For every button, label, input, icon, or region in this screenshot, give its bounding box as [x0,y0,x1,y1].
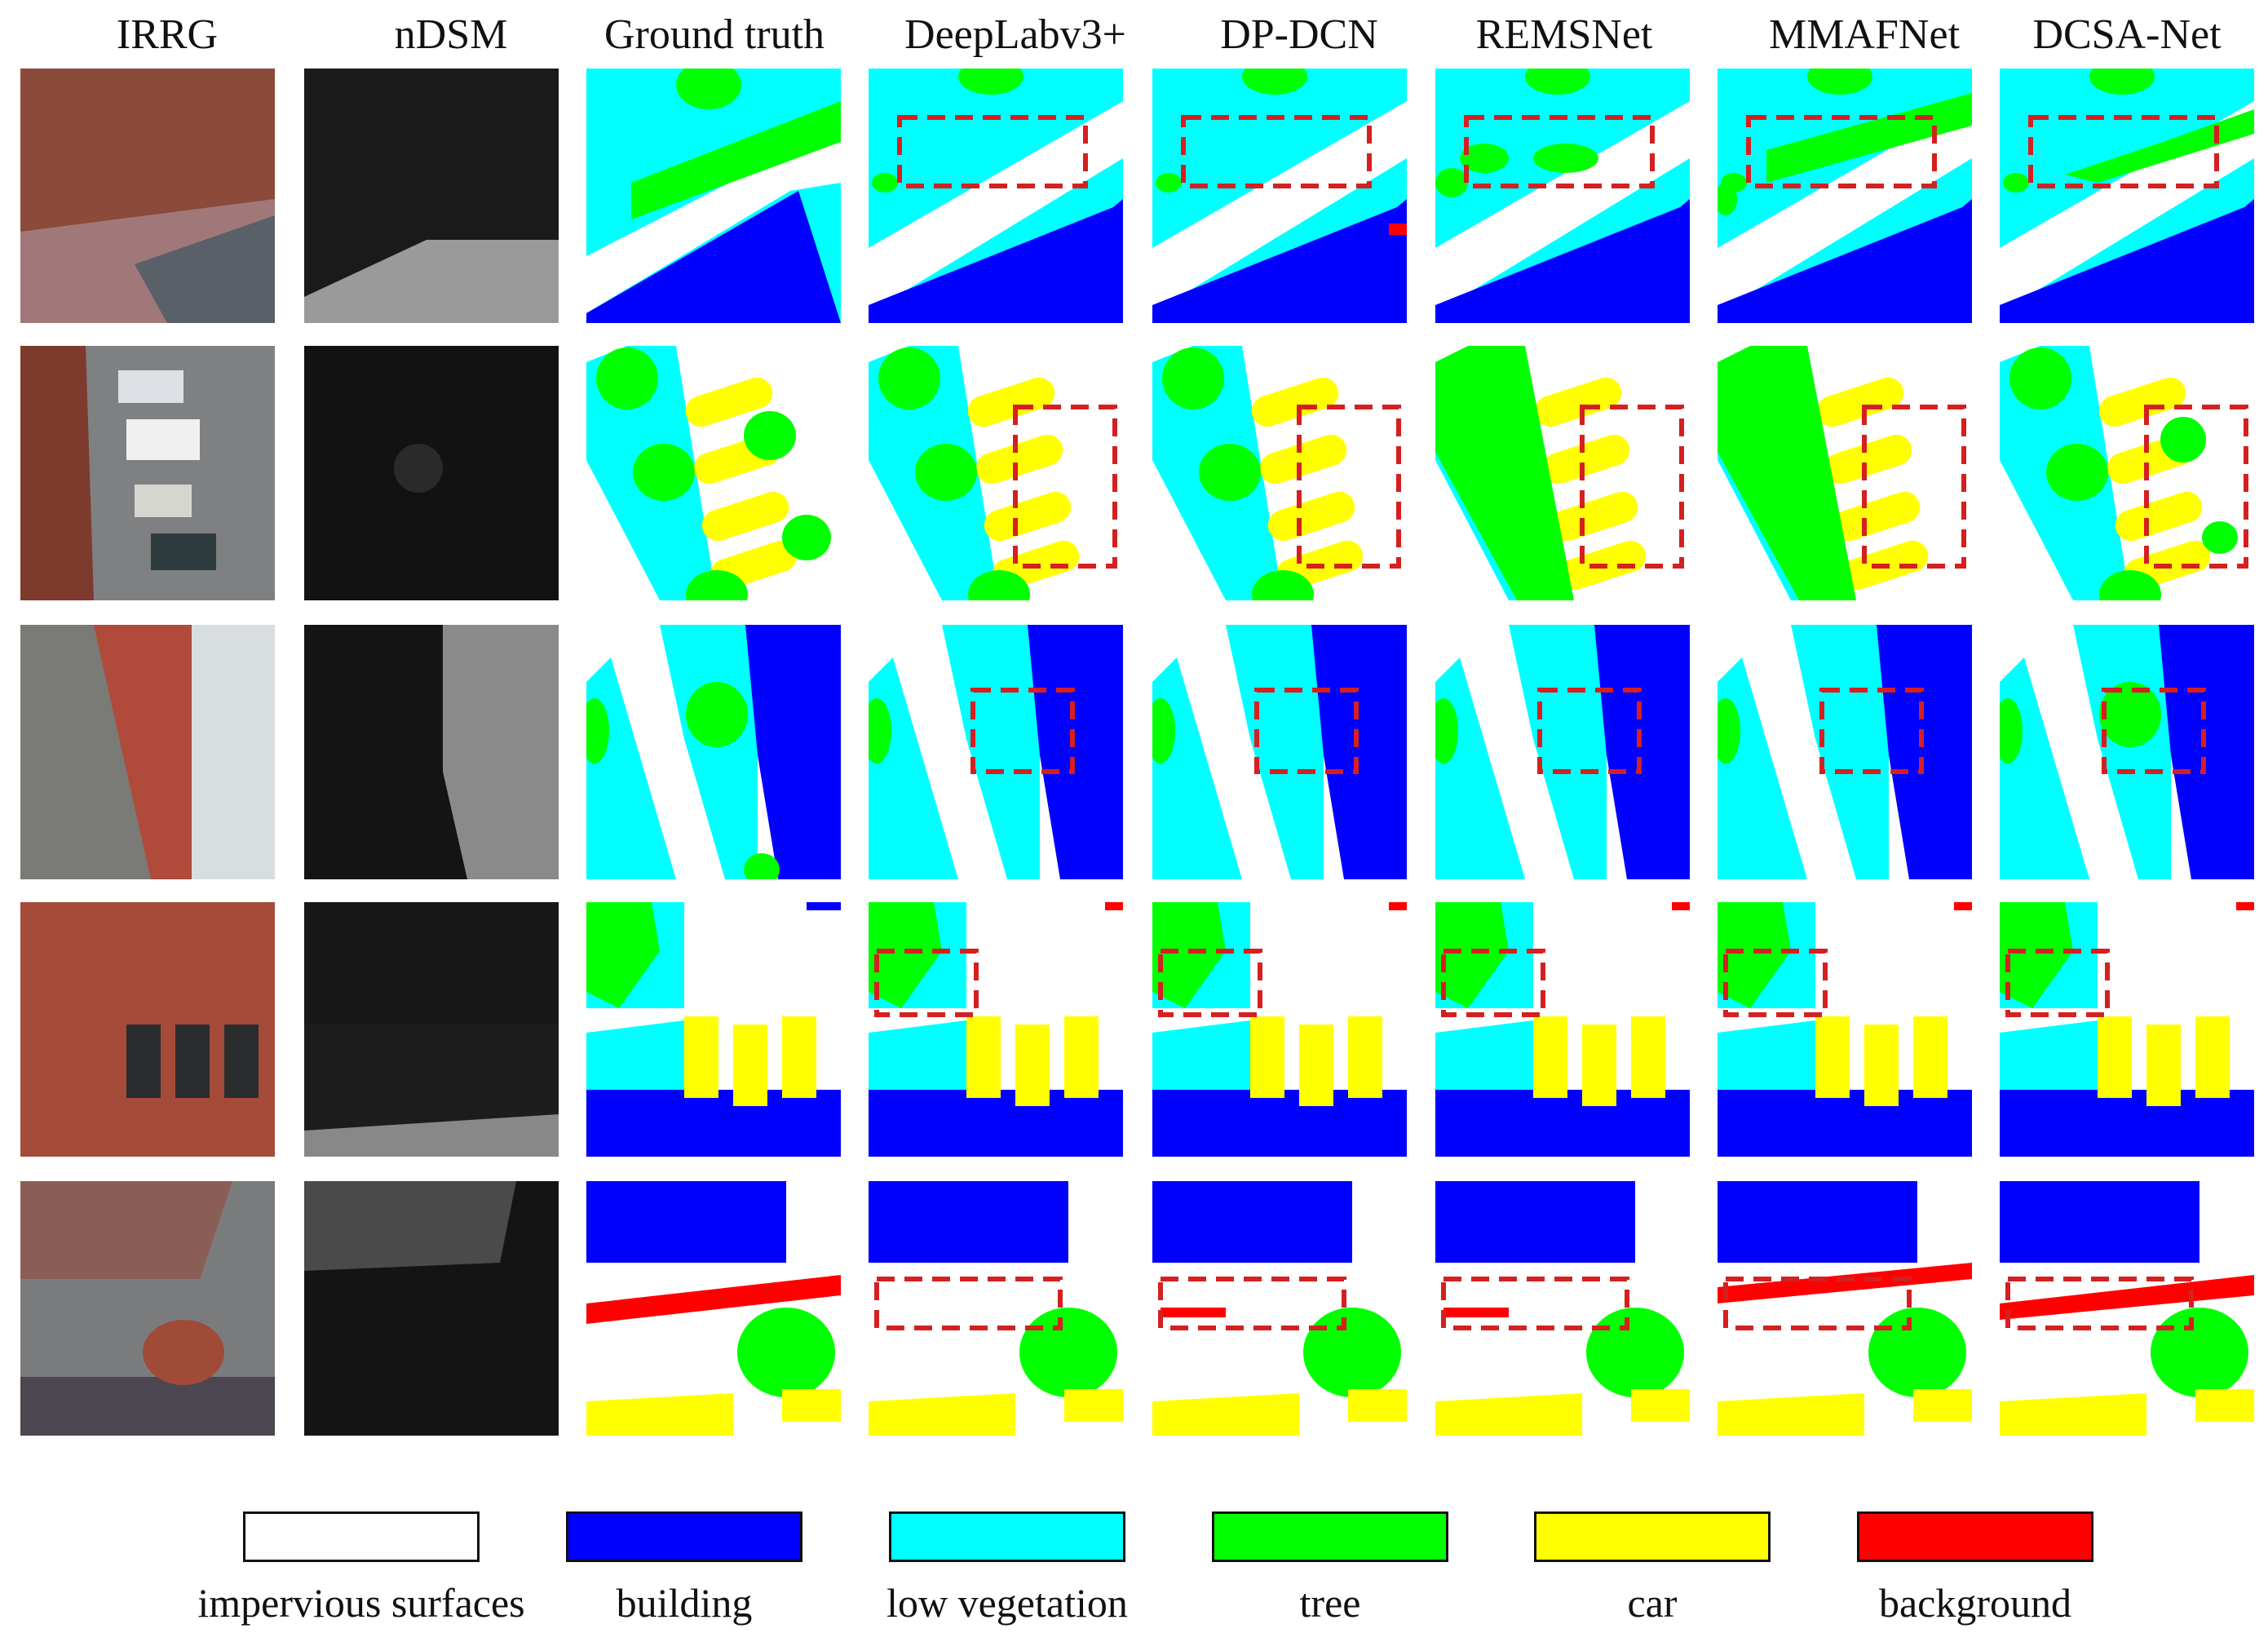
ground-truth-map [586,69,841,323]
prediction-map [1152,902,1407,1157]
irrg-image [20,625,275,879]
ground-truth-map [586,625,841,879]
ground-truth-map [586,1181,841,1436]
irrg-image [20,346,275,600]
irrg-image [20,902,275,1157]
column-header: REMSNet [1475,11,1653,58]
prediction-map [869,1181,1123,1436]
column-header: DP-DCN [1220,11,1378,58]
prediction-map [1718,1181,1972,1436]
prediction-map [1152,1181,1407,1436]
legend-label: impervious surfaces [197,1580,525,1626]
legend-swatch [889,1511,1125,1562]
legend-swatch [1212,1511,1448,1562]
prediction-map [1152,346,1407,600]
legend-label: car [1627,1580,1678,1626]
prediction-map [869,902,1123,1157]
irrg-image [20,1181,275,1436]
prediction-map [869,625,1123,879]
column-header: IRRG [116,11,219,58]
irrg-image [20,69,275,323]
prediction-map [1718,346,1972,600]
ndsm-image [304,902,559,1157]
legend-label: tree [1299,1580,1361,1626]
prediction-map [1435,69,1690,323]
prediction-map [2000,1181,2254,1436]
prediction-map [1435,1181,1690,1436]
column-header: DCSA-Net [2032,11,2222,58]
prediction-map [1152,625,1407,879]
prediction-map [2000,346,2254,600]
legend-swatch [243,1511,480,1562]
legend-swatch [1857,1511,2093,1562]
ground-truth-map [586,902,841,1157]
legend-label: low vegetation [886,1580,1128,1626]
legend-swatch [1534,1511,1771,1562]
prediction-map [1718,625,1972,879]
prediction-map [869,69,1123,323]
prediction-map [1435,902,1690,1157]
prediction-map [869,346,1123,600]
prediction-map [1718,69,1972,323]
prediction-map [1435,625,1690,879]
legend-swatch [566,1511,802,1562]
prediction-map [1718,902,1972,1157]
ndsm-image [304,625,559,879]
ground-truth-map [586,346,841,600]
ndsm-image [304,69,559,323]
column-header: MMAFNet [1768,11,1961,58]
prediction-map [2000,625,2254,879]
column-header: DeepLabv3+ [904,11,1126,58]
prediction-map [2000,902,2254,1157]
legend-label: building [616,1580,753,1626]
column-header: nDSM [394,11,508,58]
legend-label: background [1878,1580,2072,1626]
prediction-map [2000,69,2254,323]
prediction-map [1435,346,1690,600]
ndsm-image [304,346,559,600]
ndsm-image [304,1181,559,1436]
column-header: Ground truth [603,11,825,58]
prediction-map [1152,69,1407,323]
